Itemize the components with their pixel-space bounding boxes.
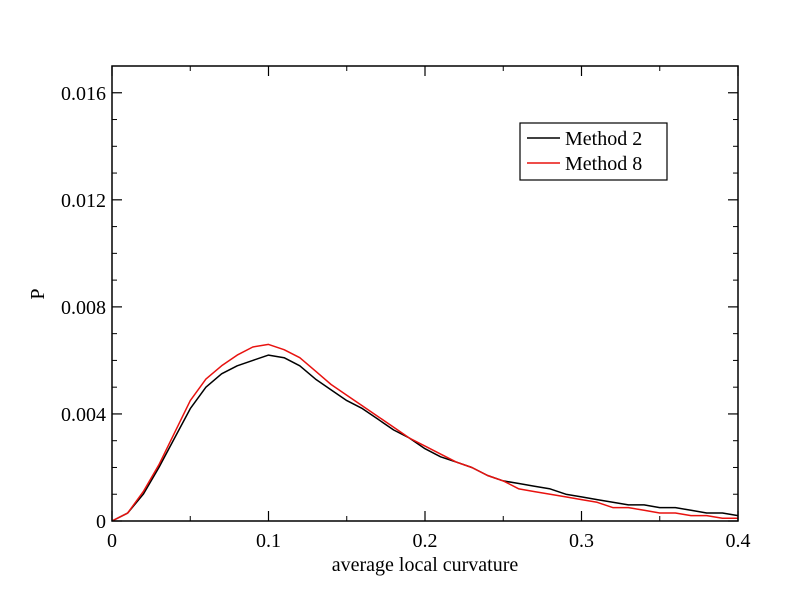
legend-label-method-2: Method 2	[565, 128, 642, 150]
x-tick-label: 0.1	[256, 530, 281, 552]
series-line-method-2	[111, 354, 739, 522]
x-tick-label: 0	[107, 530, 117, 552]
series-layer	[111, 343, 739, 522]
x-tick-label: 0.3	[569, 530, 594, 552]
x-axis-label: average local curvature	[332, 554, 519, 576]
series-line-method-8	[111, 343, 738, 522]
legend-label-method-8: Method 8	[565, 153, 642, 175]
y-tick-label: 0	[96, 511, 106, 533]
ticks-layer: 0 0.1 0.2 0.3 0.4 0 0.004 0.008 0.012 0.016	[61, 65, 751, 552]
y-axis-label: P	[27, 288, 49, 299]
legend: Method 2 Method 8	[519, 122, 668, 181]
y-tick-label: 0.016	[61, 83, 106, 105]
y-tick-label: 0.008	[61, 297, 106, 319]
y-tick-label: 0.004	[61, 404, 106, 426]
legend-box	[519, 122, 668, 181]
x-tick-label: 0.4	[726, 530, 751, 552]
x-tick-label: 0.2	[413, 530, 438, 552]
y-tick-label: 0.012	[61, 190, 106, 212]
